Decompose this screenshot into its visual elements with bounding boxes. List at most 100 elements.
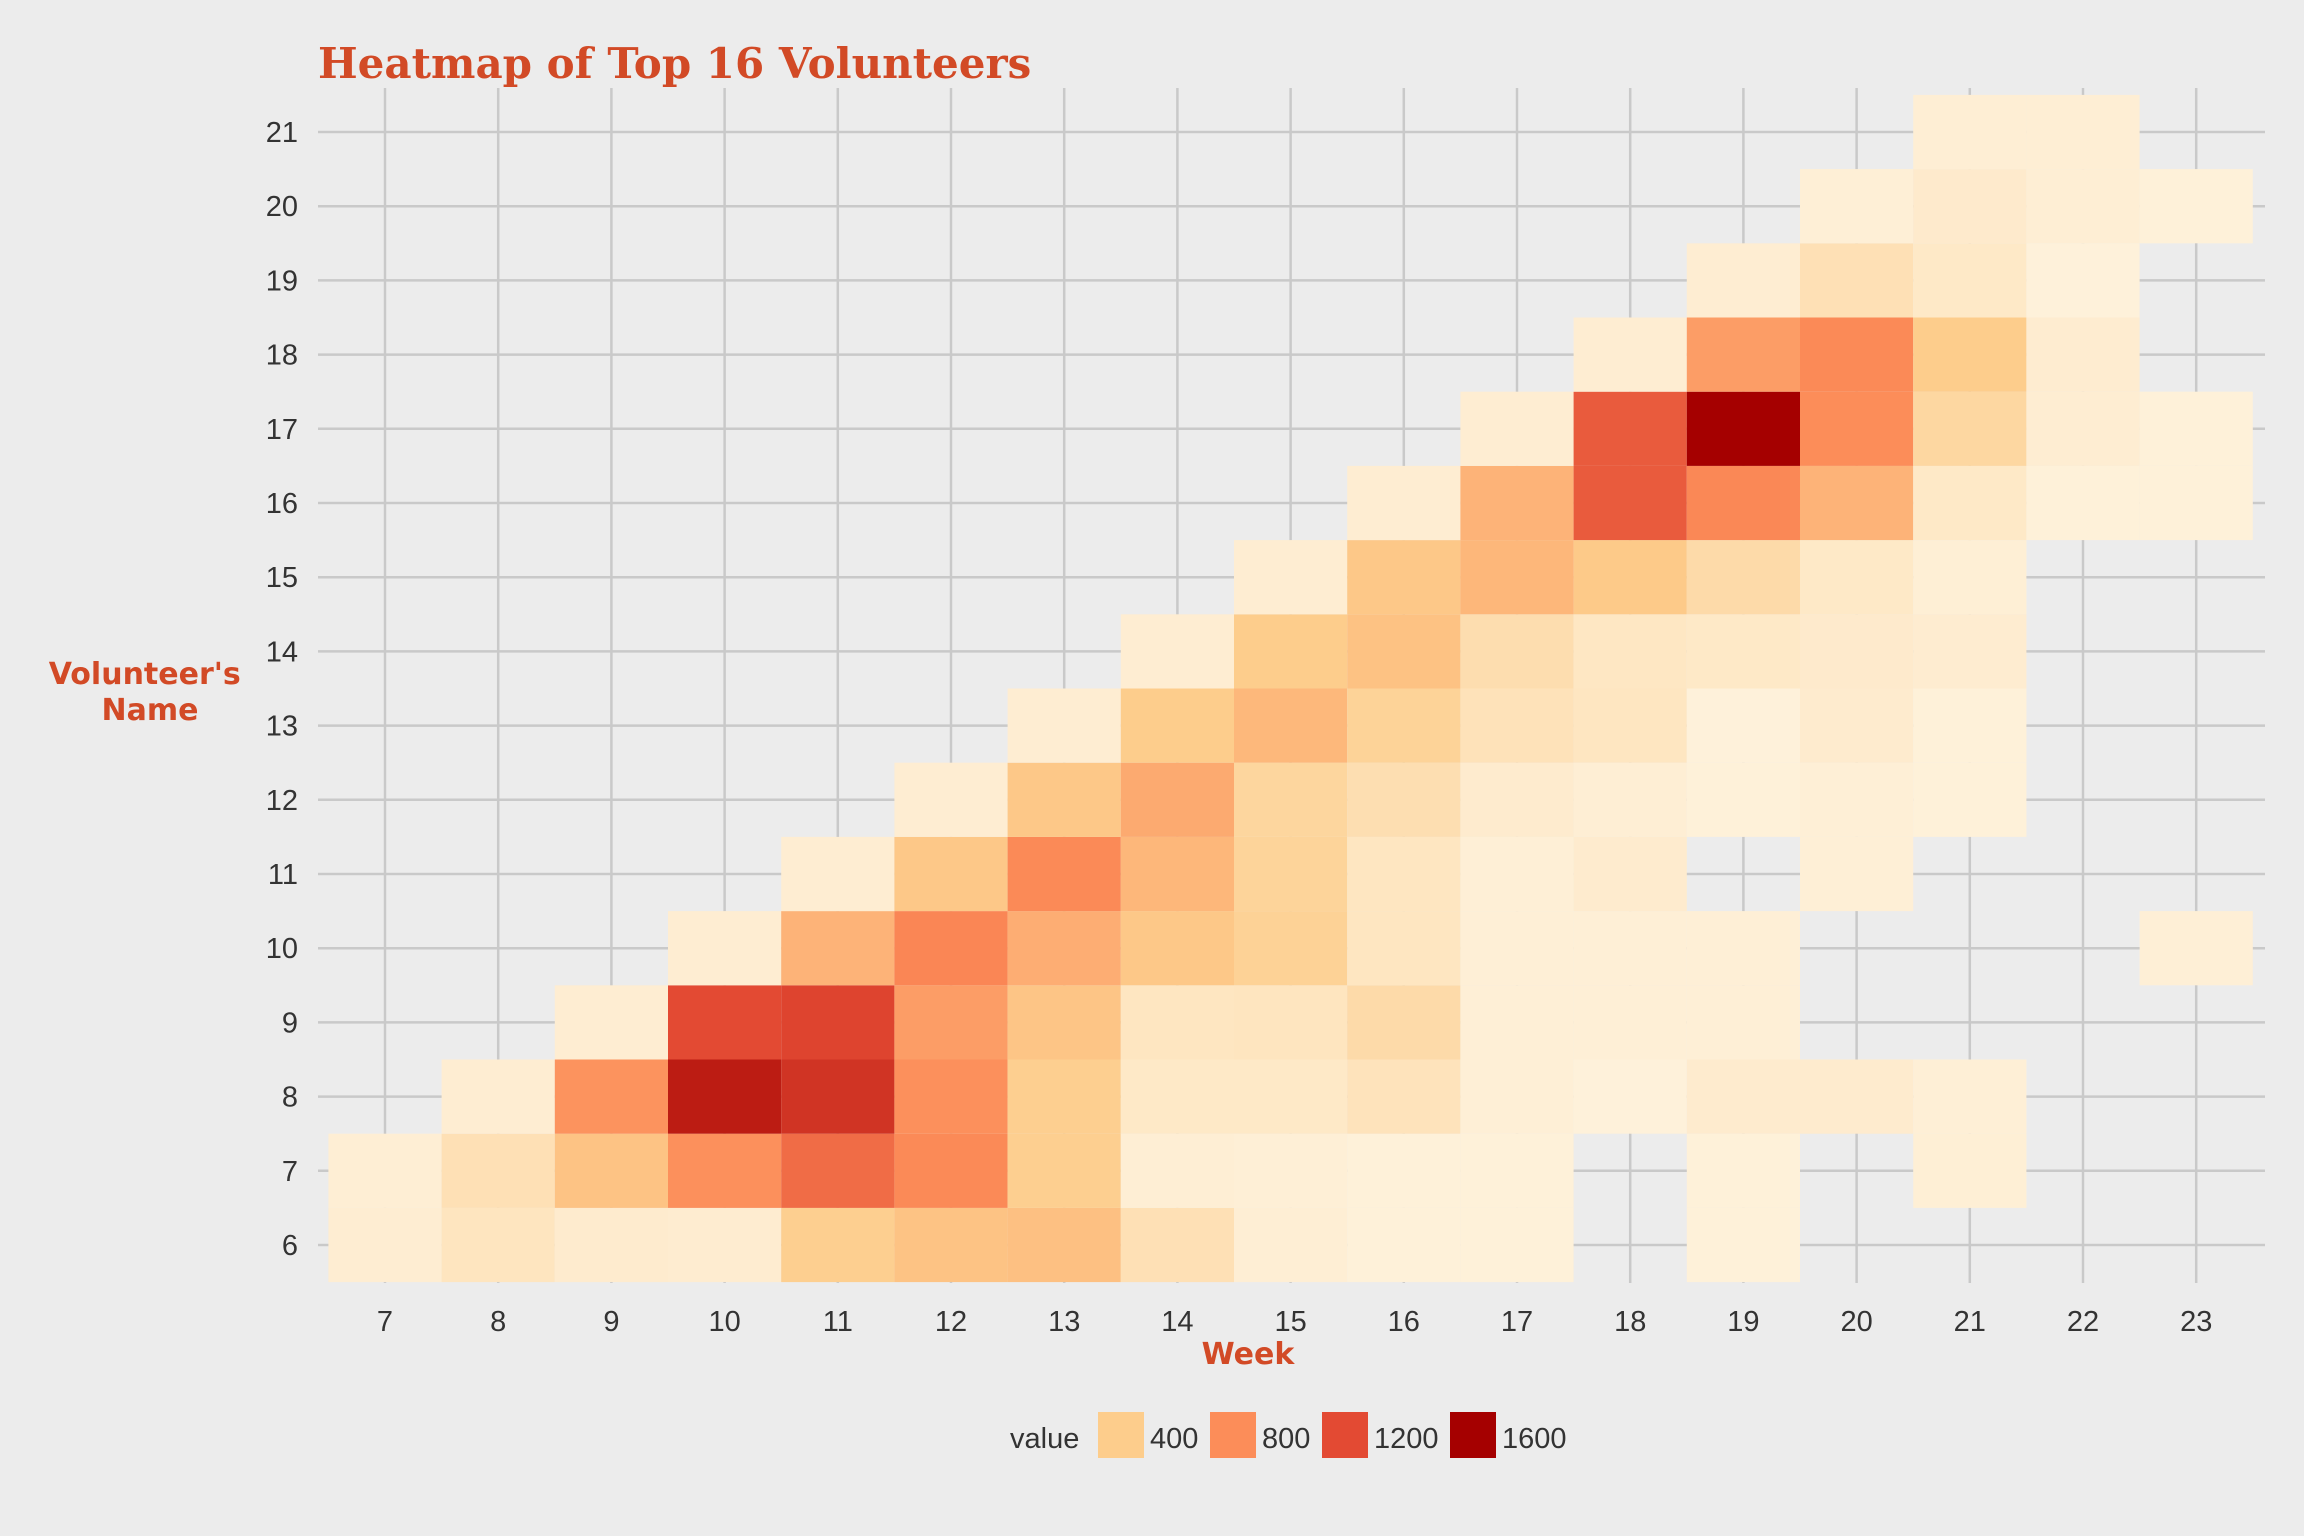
y-tick-label: 12 [266,785,298,817]
heatmap-cell-w20-v15 [1800,540,1914,615]
legend-label-1600: 1600 [1502,1423,1567,1455]
heatmap-cell-w15-v13 [1234,688,1348,763]
heatmap-cell-w11-v7 [781,1133,895,1208]
heatmap-cell-w19-v19 [1686,243,1800,318]
x-tick-label: 17 [1501,1306,1533,1338]
y-tick-label: 8 [282,1082,298,1114]
heatmap-cell-w14-v7 [1120,1133,1234,1208]
heatmap-cell-w21-v18 [1913,317,2027,392]
heatmap-cell-w18-v13 [1573,688,1687,763]
y-tick-label: 9 [282,1007,298,1039]
heatmap-cell-w17-v7 [1460,1133,1574,1208]
heatmap-cell-w9-v9 [554,985,668,1060]
heatmap-cell-w12-v11 [894,836,1008,912]
heatmap-cell-w19-v9 [1686,985,1800,1060]
heatmap-cell-w14-v8 [1120,1059,1234,1134]
heatmap-cell-w23-v20 [2139,169,2253,244]
heatmap-cell-w18-v8 [1573,1059,1687,1134]
y-tick-label: 17 [266,414,298,446]
heatmap-cell-w12-v10 [894,911,1008,986]
heatmap-cell-w22-v21 [2026,94,2140,170]
heatmap-cell-w18-v9 [1573,985,1687,1060]
heatmap-cell-w18-v15 [1573,540,1687,615]
heatmap-cell-w16-v16 [1347,465,1461,541]
heatmap-cell-w19-v15 [1686,540,1800,615]
heatmap-cell-w18-v10 [1573,911,1687,986]
x-tick-label: 16 [1388,1306,1420,1338]
y-tick-label: 10 [266,933,298,965]
heatmap-cell-w10-v9 [668,985,782,1060]
heatmap-cell-w12-v7 [894,1133,1008,1208]
heatmap-cell-w10-v7 [668,1133,782,1208]
x-tick-label: 19 [1727,1306,1759,1338]
heatmap-cell-w18-v17 [1573,391,1687,466]
heatmap-cell-w19-v10 [1686,911,1800,986]
heatmap-cell-w14-v12 [1120,762,1234,837]
heatmap-cell-w15-v15 [1234,540,1348,615]
heatmap-cell-w21-v8 [1913,1059,2027,1134]
x-tick-label: 10 [708,1306,740,1338]
y-tick-label: 15 [266,562,298,594]
heatmap-cell-w22-v18 [2026,317,2140,392]
heatmap-cell-w23-v17 [2139,391,2253,466]
heatmap-cell-w16-v10 [1347,911,1461,986]
heatmap-cell-w19-v7 [1686,1133,1800,1208]
heatmap-cell-w14-v9 [1120,985,1234,1060]
legend-swatch-400 [1098,1412,1144,1458]
heatmap-cell-w14-v10 [1120,911,1234,986]
heatmap-cell-w12-v12 [894,762,1008,837]
heatmap-cell-w22-v20 [2026,169,2140,244]
heatmap-cell-w17-v14 [1460,614,1574,689]
heatmap-cell-w20-v19 [1800,243,1914,318]
x-tick-label: 7 [377,1306,393,1338]
x-axis-title: Week [1202,1337,1296,1372]
heatmap-cell-w15-v11 [1234,836,1348,912]
legend-label-1200: 1200 [1374,1423,1439,1455]
legend-swatch-1200 [1322,1412,1368,1458]
heatmap-cell-w17-v17 [1460,391,1574,466]
heatmap-cell-w20-v20 [1800,169,1914,244]
heatmap-cell-w23-v16 [2139,465,2253,541]
y-axis-title: Volunteer's Name [49,657,252,728]
y-tick-label: 7 [282,1156,298,1188]
x-tick-label: 12 [935,1306,967,1338]
chart-title: Heatmap of Top 16 Volunteers [318,39,1031,88]
x-tick-label: 11 [823,1306,853,1338]
heatmap-cell-w15-v8 [1234,1059,1348,1134]
x-tick-label: 23 [2180,1306,2212,1338]
heatmap-cell-w15-v9 [1234,985,1348,1060]
heatmap-cell-w15-v7 [1234,1133,1348,1208]
y-tick-label: 18 [266,340,298,372]
heatmap-cell-w16-v8 [1347,1059,1461,1134]
heatmap-cell-w13-v10 [1007,911,1121,986]
heatmap-cell-w7-v7 [328,1133,442,1208]
heatmap-cell-w18-v18 [1573,317,1687,392]
heatmap-cell-w19-v12 [1686,762,1800,837]
heatmap-cell-w20-v17 [1800,391,1914,466]
heatmap-cell-w17-v6 [1460,1207,1574,1283]
heatmap-cell-w21-v19 [1913,243,2027,318]
x-tick-label: 13 [1048,1306,1080,1338]
x-tick-label: 21 [1954,1306,1986,1338]
heatmap-cell-w16-v12 [1347,762,1461,837]
heatmap-cell-w14-v13 [1120,688,1234,763]
x-axis-ticks: 7 8 9 10 11 12 13 14 15 16 17 18 19 20 21 22 23 [377,1306,2212,1338]
heatmap-cell-w17-v15 [1460,540,1574,615]
heatmap-cell-w14-v6 [1120,1207,1234,1283]
heatmap-cell-w15-v10 [1234,911,1348,986]
heatmap-cell-w20-v13 [1800,688,1914,763]
y-tick-label: 6 [282,1230,298,1262]
legend: value 400 800 1200 1600 [1010,1412,1567,1458]
heatmap-cell-w19-v8 [1686,1059,1800,1134]
heatmap-cell-w16-v15 [1347,540,1461,615]
heatmap-cell-w13-v7 [1007,1133,1121,1208]
heatmap-cell-w20-v12 [1800,762,1914,837]
heatmap-cell-w15-v6 [1234,1207,1348,1283]
legend-title: value [1010,1423,1079,1455]
heatmap-cell-w16-v6 [1347,1207,1461,1283]
heatmap-cell-w20-v16 [1800,465,1914,541]
heatmap-cell-w22-v19 [2026,243,2140,318]
heatmap-cell-w21-v20 [1913,169,2027,244]
heatmap-cell-w11-v11 [781,836,895,912]
heatmap-cell-w13-v6 [1007,1207,1121,1283]
